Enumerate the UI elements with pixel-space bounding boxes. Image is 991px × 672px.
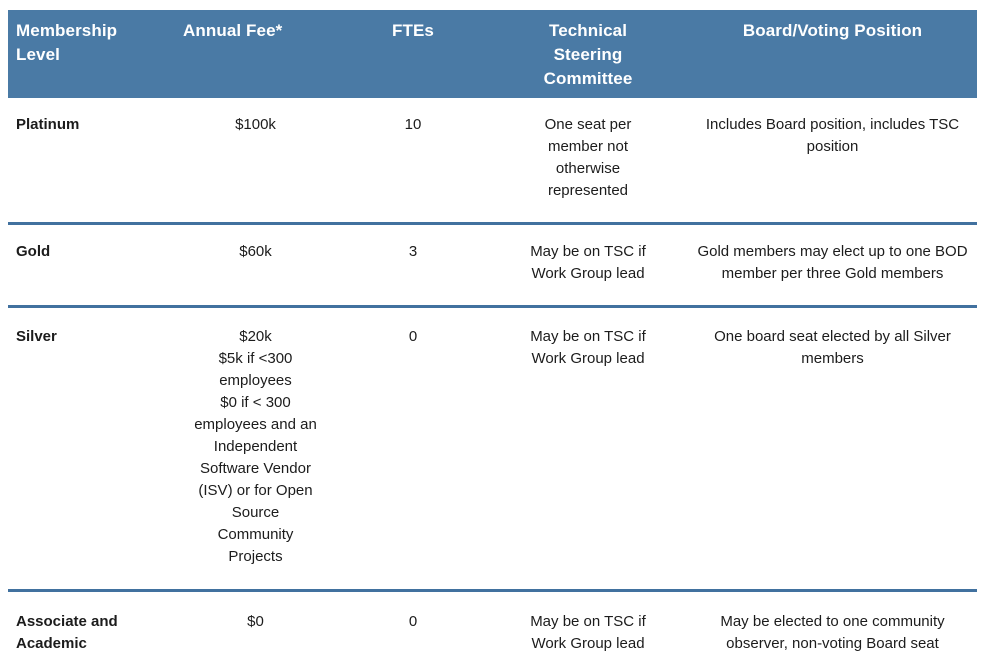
membership-levels-table: Membership Level Annual Fee* FTEs Techni… xyxy=(8,10,977,672)
cell-associate-ftes: 0 xyxy=(408,613,418,630)
cell-associate-board: May be elected to one community observer… xyxy=(720,613,945,652)
cell-platinum-ftes: 10 xyxy=(338,98,488,225)
row-associate-and-academic: Associate and Academic $0 0 May be on TS… xyxy=(8,591,977,672)
cell-gold-annual-fee: $60k xyxy=(173,223,338,308)
header-annual-fee: Annual Fee* xyxy=(173,10,338,98)
cell-gold-board: Gold members may elect up to one BOD mem… xyxy=(688,223,977,308)
row-silver: Silver $20k $5k if <300 employees $0 if … xyxy=(8,306,977,592)
cell-platinum-board: Includes Board position, includes TSC po… xyxy=(688,98,977,225)
cell-associate-tsc: May be on TSC if Work Group lead xyxy=(530,613,646,652)
cell-silver-annual-fee: $20k $5k if <300 employees $0 if < 300 e… xyxy=(173,306,338,592)
cell-platinum-annual-fee: $100k xyxy=(173,98,338,225)
cell-platinum-tsc: One seat per member not otherwise repres… xyxy=(488,98,688,225)
header-technical-steering-committee: Technical Steering Committee xyxy=(488,10,688,98)
cell-gold-ftes: 3 xyxy=(338,223,488,308)
table-body: Platinum $100k 10 One seat per member no… xyxy=(8,98,977,672)
cell-associate-annual-fee: $0 xyxy=(247,613,264,630)
header-membership-level: Membership Level xyxy=(8,10,173,98)
cell-gold-tsc: May be on TSC if Work Group lead xyxy=(488,223,688,308)
table-header: Membership Level Annual Fee* FTEs Techni… xyxy=(8,10,977,98)
cell-silver-level: Silver xyxy=(8,306,173,592)
cell-platinum-level: Platinum xyxy=(8,98,173,225)
cell-associate-level: Associate and Academic xyxy=(16,613,118,652)
row-gold: Gold $60k 3 May be on TSC if Work Group … xyxy=(8,223,977,308)
cell-silver-tsc: May be on TSC if Work Group lead xyxy=(488,306,688,592)
header-ftes: FTEs xyxy=(338,10,488,98)
header-board-voting-position: Board/Voting Position xyxy=(688,10,977,98)
row-platinum: Platinum $100k 10 One seat per member no… xyxy=(8,98,977,225)
header-row: Membership Level Annual Fee* FTEs Techni… xyxy=(8,10,977,98)
cell-silver-ftes: 0 xyxy=(338,306,488,592)
cell-silver-board: One board seat elected by all Silver mem… xyxy=(688,306,977,592)
cell-gold-level: Gold xyxy=(8,223,173,308)
